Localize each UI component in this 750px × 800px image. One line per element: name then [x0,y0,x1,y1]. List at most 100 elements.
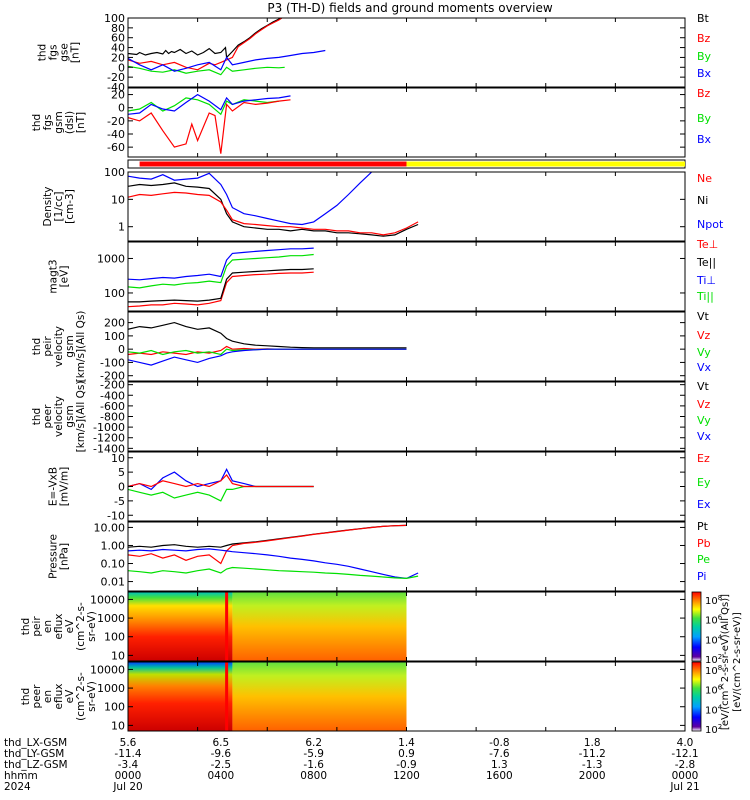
xaxis-row-value: -1.3 [582,759,603,771]
panel-frame [127,381,686,452]
panel-fgs_gsm: 200-20-40-60 thdfgsgsm(dsl)[nT] Bz By Bx [31,87,712,158]
legend-Vy: Vy [697,346,711,359]
y-tick-label: 100 [104,701,125,714]
series-fgs_gsm-By [128,97,279,116]
panel-electron_spectrogram: 10000 1000 100 10 thdpeerenefluxeV(cm^2-s-sr… [20,661,686,732]
y-axis-label: thdfgsgsm(dsl)[nT] [31,111,87,134]
series-density-Ni [128,182,419,237]
legend-Pt: Pt [697,520,709,533]
y-axis-label: Density[1/cc][cm-3] [42,187,76,227]
y-tick-label: -40 [107,128,125,141]
xaxis-row-value: 6.2 [305,737,322,749]
legend-Vt: Vt [697,310,710,323]
xaxis-row-value: 1.8 [584,737,601,749]
xaxis-row-value: 1.3 [491,759,508,771]
y-tick-label: 100 [104,12,125,25]
y-tick-label: -600 [100,400,125,413]
series-ion_velocity-Vt [128,321,407,349]
xaxis-row-value: -12.1 [671,748,698,760]
y-tick-label: -20 [107,115,125,128]
series-ion_velocity-Vy [128,348,407,356]
panel-frame [127,311,686,382]
y-tick-label: -5 [114,495,125,508]
spectrogram-early [128,592,233,661]
colorbar-tick-label: 104 [705,703,723,716]
legend-By: By [697,112,712,125]
series-efield-Ey [128,485,314,502]
y-tick-label: -1000 [93,421,125,434]
legend-Bt: Bt [697,12,710,25]
y-tick-label: 1000 [97,682,125,695]
series-efield-Ez [128,474,314,488]
legend-Ti⊥: Ti⊥ [696,274,716,287]
y-tick-label: 100 [104,166,125,179]
y-axis-label: Pressure[nPa] [48,534,71,579]
xaxis-row-value: -1.6 [303,759,324,771]
legend-Ez: Ez [697,452,710,465]
panel-ion_spectrogram: 10000 1000 100 10 thdpeirenefluxeV(cm^2-s-sr… [20,591,686,662]
xaxis-row-value: 1600 [486,770,513,782]
legend-Ey: Ey [697,476,711,489]
y-tick-label: 0.01 [101,576,126,589]
xaxis-row-value: -0.9 [396,759,417,771]
colorbar-tick-label: 102 [705,723,722,736]
legend-Bz: Bz [697,32,711,45]
xaxis-row-value: -2.8 [675,759,696,771]
xaxis-row-value: 0800 [300,770,327,782]
legend-Pi: Pi [697,570,706,583]
y-tick-label: 10000 [90,593,125,606]
series-pressure-Pb [128,524,407,565]
xaxis-row-label: hhmm [4,770,38,782]
colorbar [691,591,702,662]
y-tick-label: -1400 [93,442,125,455]
series-temperature-Ti|| [128,253,314,289]
series-fgs_gse-Bt [128,18,282,59]
legend-Vz: Vz [697,398,711,411]
xaxis-row-label: 2024 [4,781,31,793]
legend-Vz: Vz [697,329,711,342]
y-tick-label: 1.00 [101,539,126,552]
panel-pressure: 10.00 1.00 0.10 0.01 Pressure[nPa] Pt Pb Pe Pi [48,520,711,592]
xaxis-row-value: 1200 [393,770,420,782]
y-tick-label: -800 [100,411,125,424]
y-tick-label: 100 [104,631,125,644]
colorbar-tick-label: 108 [705,594,722,607]
legend-Vy: Vy [697,414,711,427]
figure-title: P3 (TH-D) fields and ground moments over… [267,1,552,15]
xaxis-row-value: 0000 [115,770,142,782]
series-fgs_gse-By [128,65,285,76]
spectrogram-late [232,662,407,731]
y-axis-label: thdpeirenefluxeV(cm^2-s-sr-eV) [20,602,98,651]
y-tick-label: 80 [111,22,125,35]
y-tick-label: 0 [118,61,125,74]
colorbars: 108106104102108106104102[eV/(cm^2-s-sr-e… [691,591,743,736]
y-axis-label: magt3[eV] [48,259,71,293]
legend-Vx: Vx [697,361,712,374]
y-tick-label: 20 [111,51,125,64]
y-axis-label: thdfgsgse[nT] [37,42,82,63]
panel-frame [127,241,686,312]
series-fgs_gsm-Bz [128,99,291,154]
xaxis-row-value: -9.6 [211,748,232,760]
xaxis-row-label: thd_LZ-GSM [4,759,68,771]
legend-Npot: Npot [697,218,724,231]
colorbar-tick-label: 106 [705,684,723,697]
xaxis-row-value: 0000 [672,770,699,782]
y-tick-label: 1 [118,221,125,234]
y-tick-label: 60 [111,32,125,45]
panel-temperature: 1000 100 magt3[eV] Te⊥ Te|| Ti⊥ Ti|| [48,238,718,312]
y-tick-label: -100 [100,356,125,369]
y-axis-label: E=-VxB[mV/m] [48,467,71,506]
y-tick-label: -10 [107,509,125,522]
y-tick-label: -1200 [93,432,125,445]
xaxis-row-value: -5.9 [303,748,324,760]
y-axis-label: thdpeerenefluxeV(cm^2-s-sr-eV) [20,672,98,721]
series-pressure-Pe [128,566,419,580]
legend-By: By [697,50,712,63]
y-axis-label: thdpeervelocitygsm[km/s](All Qs) [31,381,87,453]
panel-mode_bar [127,159,686,169]
y-tick-label: 0 [118,343,125,356]
series-temperature-Te|| [128,268,314,303]
